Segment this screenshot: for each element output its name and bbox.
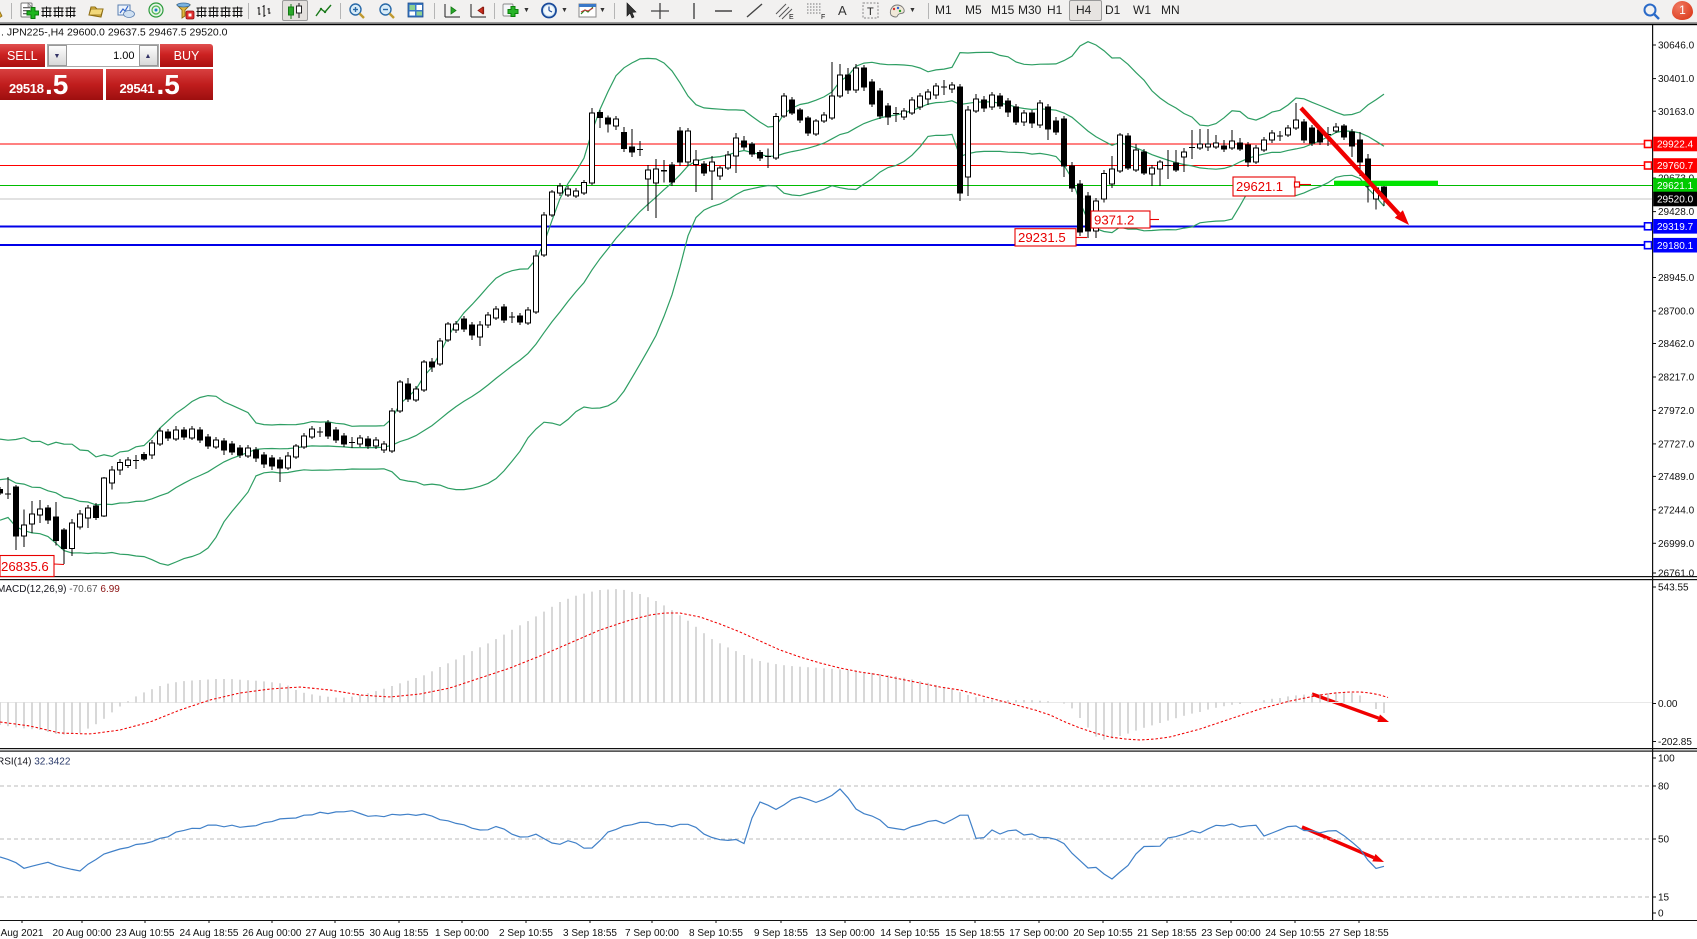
svg-text:26835.6: 26835.6 bbox=[1, 559, 49, 574]
svg-text:543.55: 543.55 bbox=[1658, 583, 1689, 594]
svg-text:30163.0: 30163.0 bbox=[1658, 107, 1695, 118]
svg-text:29180.1: 29180.1 bbox=[1657, 241, 1694, 252]
svg-text:30 Aug 18:55: 30 Aug 18:55 bbox=[370, 928, 429, 939]
svg-text:28462.0: 28462.0 bbox=[1658, 339, 1695, 350]
svg-text:26 Aug 00:00: 26 Aug 00:00 bbox=[243, 928, 302, 939]
svg-text:1 Sep 00:00: 1 Sep 00:00 bbox=[435, 928, 489, 939]
svg-text:27244.0: 27244.0 bbox=[1658, 505, 1695, 516]
svg-text:28217.0: 28217.0 bbox=[1658, 373, 1695, 384]
svg-text:24 Aug 18:55: 24 Aug 18:55 bbox=[180, 928, 239, 939]
svg-text:23 Aug 10:55: 23 Aug 10:55 bbox=[116, 928, 175, 939]
svg-text:50: 50 bbox=[1658, 835, 1670, 846]
svg-text:29621.1: 29621.1 bbox=[1236, 179, 1283, 194]
svg-text:9 Sep 18:55: 9 Sep 18:55 bbox=[754, 928, 808, 939]
svg-text:. JPN225-,H4 29600.0 29637.5: . JPN225-,H4 29600.0 29637.5 29467.5 295… bbox=[1, 27, 228, 39]
svg-text:27 Aug 10:55: 27 Aug 10:55 bbox=[306, 928, 365, 939]
svg-text:24 Sep 10:55: 24 Sep 10:55 bbox=[1265, 928, 1325, 939]
svg-text:2 Sep 10:55: 2 Sep 10:55 bbox=[499, 928, 553, 939]
svg-text:29231.5: 29231.5 bbox=[1018, 230, 1066, 245]
svg-text:30401.0: 30401.0 bbox=[1658, 74, 1695, 85]
svg-text:20 Aug 00:00: 20 Aug 00:00 bbox=[53, 928, 112, 939]
svg-text:29520.0: 29520.0 bbox=[1657, 195, 1694, 206]
svg-text:E: E bbox=[789, 14, 794, 21]
svg-text:26999.0: 26999.0 bbox=[1658, 539, 1695, 550]
svg-text:27727.0: 27727.0 bbox=[1658, 440, 1695, 451]
svg-text:29428.0: 29428.0 bbox=[1658, 207, 1695, 218]
svg-text:27 Sep 18:55: 27 Sep 18:55 bbox=[1329, 928, 1389, 939]
svg-text:30646.0: 30646.0 bbox=[1658, 41, 1695, 52]
svg-text:RSI(14) 32.3422: RSI(14) 32.3422 bbox=[0, 757, 71, 768]
svg-text:28700.0: 28700.0 bbox=[1658, 307, 1695, 318]
svg-text:20 Sep 10:55: 20 Sep 10:55 bbox=[1073, 928, 1133, 939]
svg-text:23 Sep 00:00: 23 Sep 00:00 bbox=[1201, 928, 1261, 939]
svg-text:28945.0: 28945.0 bbox=[1658, 273, 1695, 284]
svg-text:7 Sep 00:00: 7 Sep 00:00 bbox=[625, 928, 679, 939]
svg-text:-202.85: -202.85 bbox=[1658, 737, 1692, 748]
svg-text:13 Sep 00:00: 13 Sep 00:00 bbox=[815, 928, 875, 939]
svg-text:29922.4: 29922.4 bbox=[1657, 140, 1694, 151]
svg-text:21 Sep 18:55: 21 Sep 18:55 bbox=[1137, 928, 1197, 939]
svg-text:14 Sep 10:55: 14 Sep 10:55 bbox=[880, 928, 940, 939]
svg-text:27972.0: 27972.0 bbox=[1658, 406, 1695, 417]
svg-text:27489.0: 27489.0 bbox=[1658, 472, 1695, 483]
svg-text:15: 15 bbox=[1658, 893, 1670, 904]
svg-text:100: 100 bbox=[1658, 754, 1675, 765]
svg-text:29760.7: 29760.7 bbox=[1657, 161, 1694, 172]
svg-text:29621.1: 29621.1 bbox=[1657, 181, 1694, 192]
svg-text:Aug 2021: Aug 2021 bbox=[1, 928, 44, 939]
svg-text:15 Sep 18:55: 15 Sep 18:55 bbox=[945, 928, 1005, 939]
svg-text:9371.2: 9371.2 bbox=[1094, 212, 1134, 227]
svg-text:T: T bbox=[867, 6, 874, 18]
svg-text:MACD(12,26,9) -70.67 6.99: MACD(12,26,9) -70.67 6.99 bbox=[0, 584, 120, 595]
svg-text:29319.7: 29319.7 bbox=[1657, 222, 1694, 233]
svg-text:3 Sep 18:55: 3 Sep 18:55 bbox=[563, 928, 617, 939]
svg-text:80: 80 bbox=[1658, 782, 1670, 793]
svg-text:8 Sep 10:55: 8 Sep 10:55 bbox=[689, 928, 743, 939]
svg-text:F: F bbox=[821, 14, 825, 21]
svg-text:0: 0 bbox=[1658, 909, 1664, 920]
svg-text:26761.0: 26761.0 bbox=[1658, 569, 1695, 580]
svg-text:0.00: 0.00 bbox=[1658, 699, 1678, 710]
svg-text:17 Sep 00:00: 17 Sep 00:00 bbox=[1009, 928, 1069, 939]
